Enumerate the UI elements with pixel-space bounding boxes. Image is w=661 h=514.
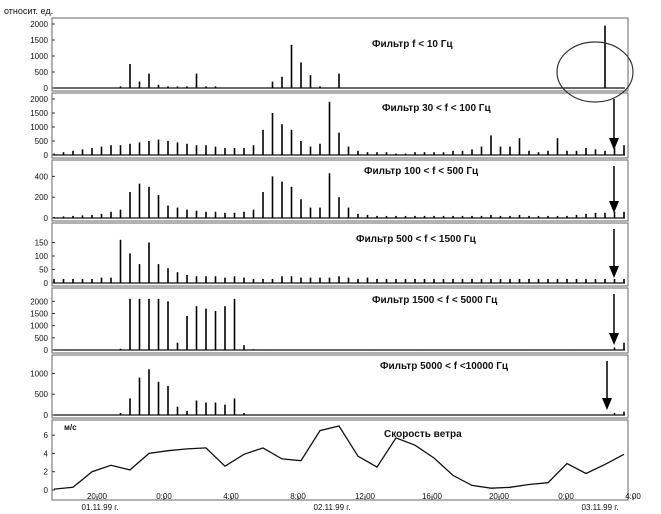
panel-title: Фильтр 5000 < f <10000 Гц: [380, 361, 509, 372]
panel-frame: [51, 222, 629, 287]
y-tick-label: 2: [44, 468, 49, 477]
y-tick-label: 200: [35, 193, 49, 202]
y-tick-label: 1000: [30, 369, 48, 378]
down-arrow-head: [609, 266, 619, 278]
x-tick-label: 4:00: [223, 492, 239, 501]
y-tick-label: 1000: [30, 52, 48, 61]
y-tick-label: 0: [44, 346, 49, 355]
panel-title: Фильтр 100 < f < 500 Гц: [364, 166, 479, 177]
y-tick-label: 500: [35, 334, 49, 343]
panel-7: 6 4 2 0 м/с 20:00 0:00 4:00 8:00 12:00 16:00 20:00 0…: [44, 419, 641, 512]
date-label: 01.11.99 г.: [82, 503, 119, 512]
panel-5: 2000 1500 1000 500 0 Фильтр 1500 < f < 5000 Г…: [30, 287, 629, 355]
y-tick-label: 50: [39, 266, 48, 275]
panel-frame: [51, 159, 629, 222]
y-tick-label: 1500: [30, 36, 48, 45]
down-arrow-head: [609, 333, 619, 345]
panel-frame: [51, 287, 629, 354]
panel-4: 150 100 50 0 Фильтр 500 < f < 1500 Гц: [35, 222, 629, 288]
x-tick-label: 0:00: [156, 492, 172, 501]
panel-title: Фильтр 30 < f < 100 Гц: [382, 103, 491, 114]
y-tick-label: 2000: [30, 297, 48, 306]
y-tick-label: 2000: [30, 95, 48, 104]
y-tick-label: 1500: [30, 309, 48, 318]
down-arrow-head: [609, 138, 619, 150]
y-tick-label: 0: [44, 84, 49, 93]
y-tick-label: 4: [44, 449, 49, 458]
panel-title: Фильтр 1500 < f < 5000 Гц: [372, 295, 498, 306]
y-tick-label: 500: [35, 68, 49, 77]
down-arrow-head: [609, 201, 619, 213]
y-tick-label: 400: [35, 172, 49, 181]
y-tick-label: 0: [44, 279, 49, 288]
panel-3: 400 200 0 Фильтр 100 < f < 500 Гц: [35, 159, 629, 223]
unit-label: относит. ед.: [4, 6, 53, 16]
panel-title: Скорость ветра: [384, 429, 462, 440]
y-tick-label: 100: [35, 252, 49, 261]
y-tick-label: 0: [44, 411, 49, 420]
date-label: 03.11.99 г.: [582, 503, 619, 512]
y-tick-label: 0: [44, 486, 49, 495]
panel-frame: [51, 419, 629, 501]
panel-frame: [51, 354, 629, 419]
panel-6: 1000 500 0 Фильтр 5000 < f <10000 Гц: [30, 354, 629, 420]
panel-1: 2000 1500 1000 500 0 Фильтр f < 10 Гц: [30, 17, 629, 93]
y-tick-label: 0: [44, 151, 49, 160]
x-tick-label: 8:00: [290, 492, 306, 501]
panel-frame: [51, 17, 629, 92]
date-label: 02.11.99 г.: [314, 503, 351, 512]
y-tick-label: 1000: [30, 322, 48, 331]
y-tick-label: 500: [35, 137, 49, 146]
down-arrow-head: [602, 398, 612, 410]
panel-2: 2000 1500 1000 500 0 Фильтр 30 < f < 100 Гц: [30, 92, 629, 160]
x-tick-label: 4:00: [625, 492, 641, 501]
panel-title: Фильтр f < 10 Гц: [372, 39, 453, 50]
x-tick-label: 12:00: [355, 492, 376, 501]
wind-speed-line: [53, 425, 625, 490]
x-tick-label: 20:00: [489, 492, 510, 501]
y-tick-label: 500: [35, 390, 49, 399]
y-tick-label: 1500: [30, 109, 48, 118]
panel-title: Фильтр 500 < f < 1500 Гц: [356, 234, 477, 245]
y-tick-label: 150: [35, 239, 49, 248]
y-tick-label: 0: [44, 214, 49, 223]
panel-frame: [51, 92, 629, 159]
y-axis-label: м/с: [64, 423, 77, 432]
x-tick-label: 20:00: [87, 492, 108, 501]
y-tick-label: 6: [44, 431, 49, 440]
y-tick-label: 1000: [30, 123, 48, 132]
spike-highlight-ellipse: [556, 41, 634, 103]
x-tick-label: 0:00: [558, 492, 574, 501]
y-tick-label: 2000: [30, 20, 48, 29]
x-tick-label: 16:00: [422, 492, 443, 501]
